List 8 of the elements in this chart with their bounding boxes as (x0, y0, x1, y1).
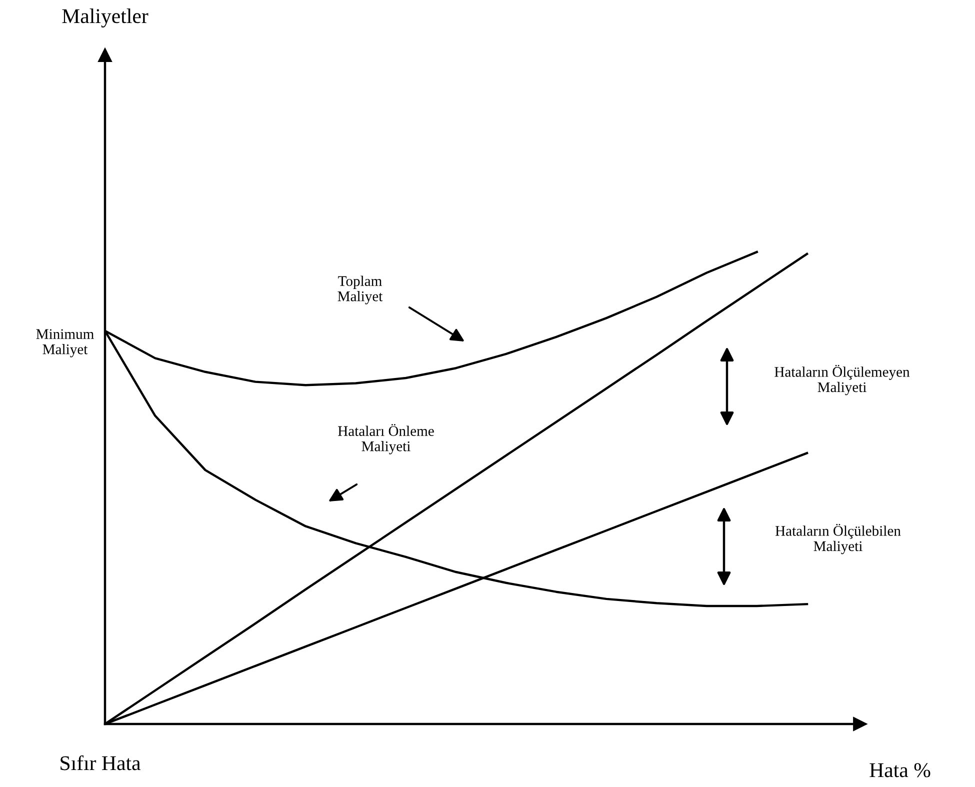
x-axis-title: Hata % (870, 763, 930, 778)
annotation: Toplam Maliyet (338, 276, 383, 304)
text: Sıfır Hata (60, 755, 140, 770)
annotation: Hataların Ölçülebilen Maliyeti (775, 524, 901, 554)
annotation: Hataların Ölçülemeyen Maliyeti (774, 364, 910, 396)
annotation: Hataları Önleme Maliyeti (338, 424, 434, 454)
text: Maliyetler (62, 8, 148, 28)
text: Minimum Maliyet (36, 329, 94, 358)
